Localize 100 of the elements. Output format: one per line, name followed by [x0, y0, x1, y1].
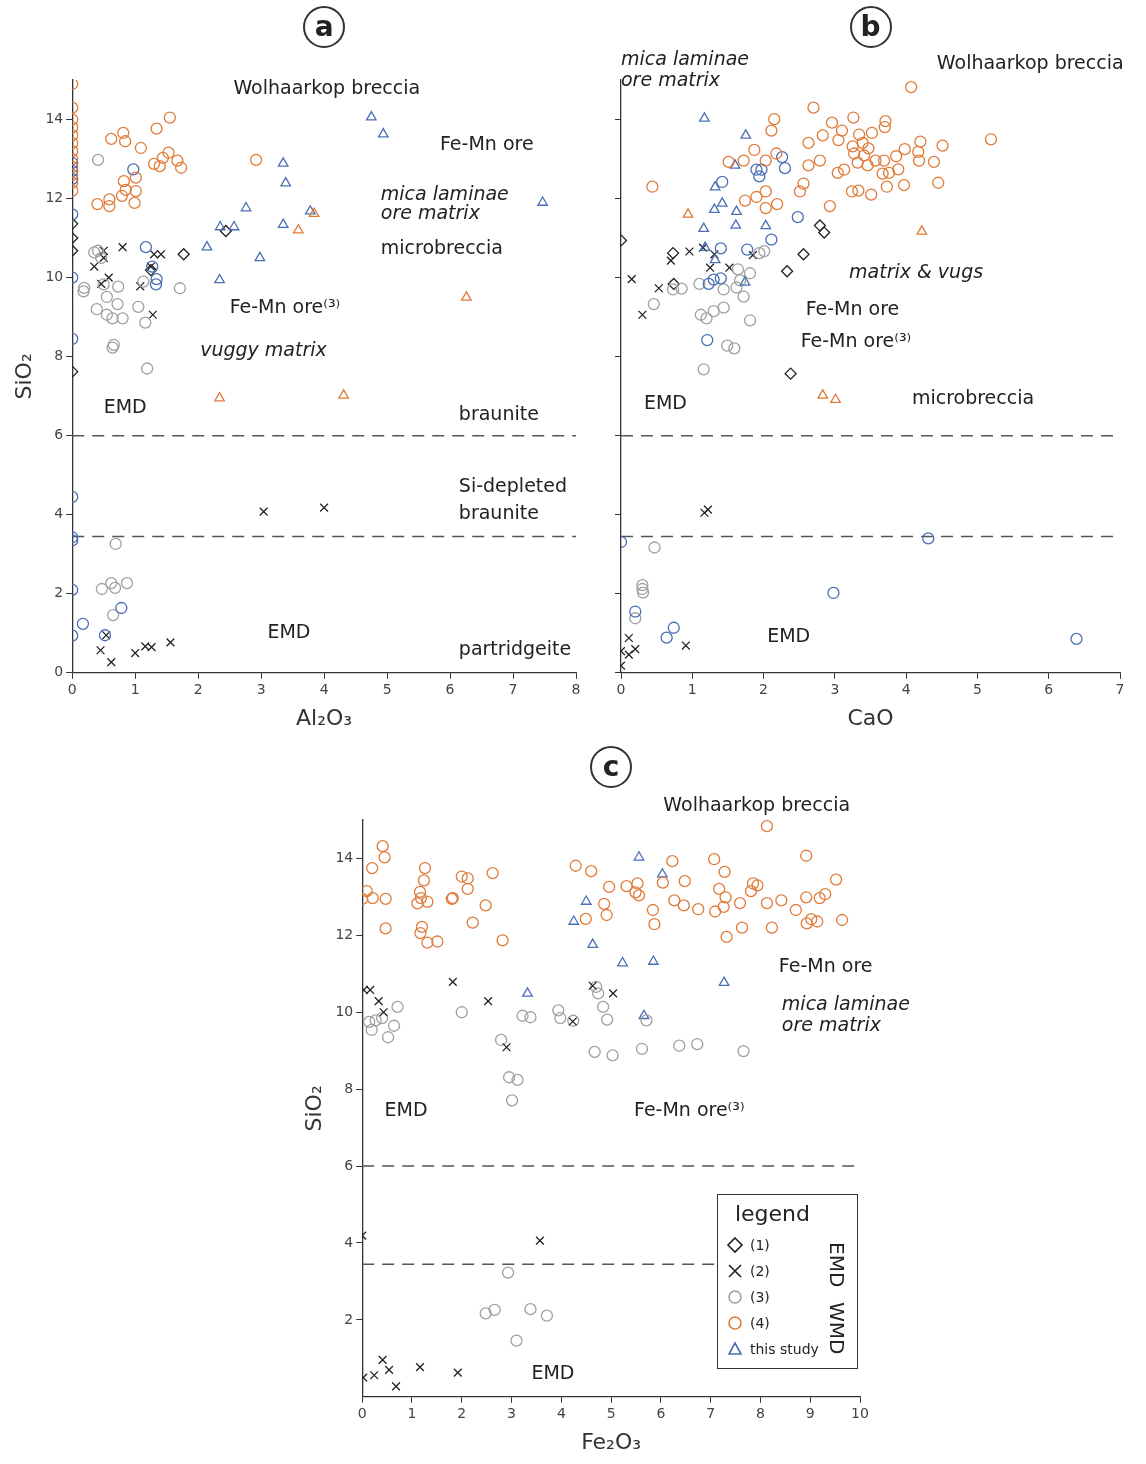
- point: [112, 280, 125, 293]
- point: [554, 1011, 567, 1025]
- legend-label: (4): [750, 1314, 770, 1331]
- annotation: ore matrix: [380, 201, 480, 224]
- point: [813, 154, 827, 167]
- point: [365, 111, 377, 121]
- y-tick-label: 10: [45, 268, 64, 285]
- point: [1070, 632, 1083, 645]
- point: [516, 1009, 529, 1022]
- point: [791, 210, 804, 224]
- point: [105, 132, 118, 146]
- point: [721, 339, 734, 352]
- point: [636, 578, 649, 592]
- point: [640, 1014, 653, 1027]
- point: [691, 1038, 704, 1051]
- point: [387, 1019, 401, 1032]
- point: [636, 582, 649, 596]
- point: [743, 314, 757, 327]
- point: [629, 605, 642, 618]
- point: [797, 248, 810, 261]
- x-tick-label: 1: [130, 680, 140, 697]
- point: [666, 256, 676, 266]
- point: [694, 308, 707, 321]
- point: [703, 505, 713, 515]
- point: [718, 976, 730, 987]
- point: [778, 161, 792, 175]
- y-tick-label: 4: [54, 505, 64, 522]
- point: [96, 645, 106, 655]
- annotation: microbreccia: [380, 236, 503, 259]
- point: [606, 1049, 619, 1062]
- y-axis-title: SiO₂: [10, 353, 36, 400]
- point: [165, 637, 175, 647]
- point: [201, 241, 213, 251]
- point: [759, 201, 772, 215]
- legend-label: (3): [750, 1288, 770, 1305]
- point: [817, 389, 829, 399]
- point: [277, 218, 289, 229]
- point: [897, 178, 911, 192]
- x-tick-label: 6: [1044, 680, 1054, 697]
- point: [78, 281, 91, 295]
- point: [119, 183, 132, 197]
- annotation: braunite: [458, 501, 539, 524]
- point: [827, 586, 840, 600]
- point: [904, 80, 918, 94]
- point: [851, 156, 864, 169]
- point: [537, 196, 549, 206]
- legend-title: legend: [733, 1200, 811, 1226]
- point: [141, 362, 154, 375]
- point: [501, 1266, 515, 1279]
- point: [228, 220, 240, 231]
- point: [857, 149, 871, 162]
- point: [108, 581, 122, 594]
- point: [624, 633, 634, 643]
- point: [304, 205, 316, 215]
- point: [147, 642, 157, 652]
- x-tick-label: 4: [556, 1404, 566, 1421]
- point: [702, 277, 715, 291]
- x-tick-label: 6: [656, 1404, 666, 1421]
- annotation: mica laminae: [380, 181, 509, 204]
- x-tick-label: 2: [759, 680, 769, 697]
- point: [636, 586, 650, 599]
- point: [629, 612, 642, 625]
- point: [813, 219, 827, 232]
- point: [861, 159, 874, 172]
- x-tick-label: 0: [67, 680, 77, 697]
- point: [892, 163, 905, 176]
- point: [898, 143, 911, 156]
- point: [637, 310, 647, 320]
- point: [494, 1033, 508, 1047]
- point: [448, 977, 458, 987]
- point: [524, 1011, 537, 1024]
- point: [877, 154, 891, 167]
- annotation: EMD: [767, 623, 811, 646]
- point: [91, 244, 105, 257]
- point: [139, 316, 152, 329]
- point: [137, 275, 150, 288]
- point: [77, 285, 90, 298]
- point: [617, 956, 628, 967]
- annotation: vuggy matrix: [200, 337, 327, 360]
- x-tick-label: 0: [357, 1404, 367, 1421]
- point: [770, 197, 784, 211]
- point: [374, 996, 384, 1006]
- point: [818, 226, 831, 239]
- y-tick-label: 12: [45, 189, 64, 206]
- x-tick-label: 1: [687, 680, 697, 697]
- point: [852, 128, 866, 141]
- point: [455, 1006, 468, 1019]
- annotation: EMD: [103, 395, 147, 418]
- point: [755, 163, 768, 176]
- annotation: Si-depleted: [458, 474, 568, 497]
- x-tick-label: 3: [256, 680, 266, 697]
- point: [117, 175, 130, 188]
- point: [134, 141, 147, 155]
- point: [737, 290, 750, 303]
- y-tick-label: 4: [344, 1233, 354, 1250]
- point: [846, 140, 859, 153]
- point: [638, 1009, 650, 1020]
- point: [147, 157, 161, 170]
- point: [103, 193, 116, 206]
- y-axis-title: SiO₂: [300, 1085, 326, 1132]
